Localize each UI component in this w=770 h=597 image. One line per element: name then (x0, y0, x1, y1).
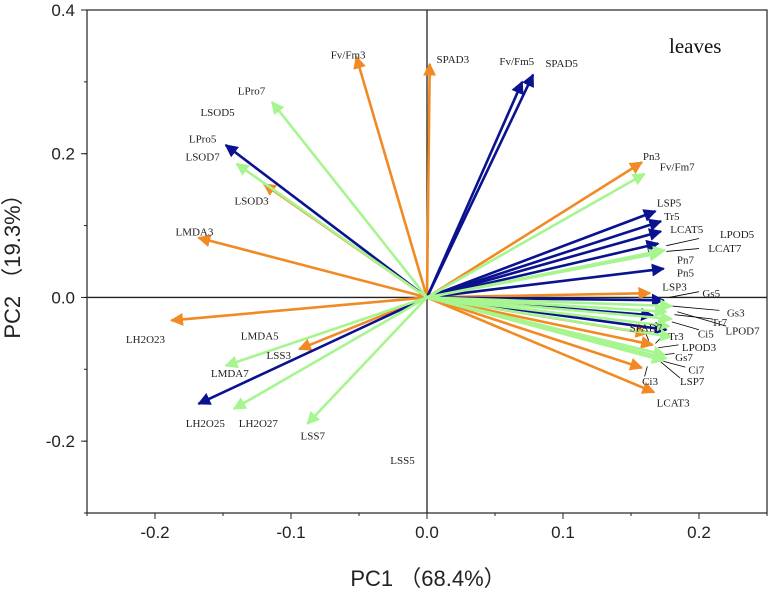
label-lpro5: LPro5 (189, 134, 217, 146)
label-lsp5: LSP5 (657, 198, 682, 210)
x-tick-label: -0.1 (276, 523, 305, 542)
label-gs7: Gs7 (675, 352, 693, 364)
vector-lmda7 (224, 296, 428, 369)
loading-vectors (170, 55, 674, 425)
label-lpod5: LPOD5 (720, 229, 755, 241)
vector-lmda3 (197, 234, 428, 299)
label-ci3: Ci3 (642, 376, 658, 388)
vector-lpro5 (224, 144, 428, 299)
y-tick-label: 0.2 (51, 145, 75, 164)
vector-spad3 (423, 62, 437, 298)
callout-line-2 (669, 291, 700, 298)
label-lsod3: LSOD3 (234, 195, 269, 207)
vector-spad5 (425, 73, 535, 298)
label-lpro7: LPro7 (238, 85, 266, 97)
vector-fv-fm3 (353, 55, 429, 298)
axis-ticks: -0.2 -0.1 0.0 0.1 0.2 -0.2 0.0 0.2 0.4 (46, 1, 768, 542)
vector-tr5 (426, 218, 663, 299)
vector-lpro7 (270, 100, 429, 299)
label-pn3: Pn3 (643, 151, 661, 163)
label-pn5: Pn5 (677, 267, 695, 279)
label-fv-fm5: Fv/Fm5 (499, 56, 534, 68)
vector-pn5 (426, 263, 665, 299)
label-gs3: Gs3 (727, 308, 745, 320)
label-fv-fm3: Fv/Fm3 (331, 50, 366, 62)
panel-label: leaves (669, 34, 721, 58)
label-lpod7: LPOD7 (725, 325, 760, 337)
x-tick-label: 0.0 (415, 523, 439, 542)
y-tick-label: -0.2 (46, 432, 75, 451)
series-day7 (224, 100, 674, 425)
vector-fv-fm7 (426, 172, 646, 299)
callout-line-3 (671, 305, 720, 311)
callout-line-1 (666, 248, 700, 252)
vector-lcat3 (426, 296, 656, 394)
x-tick-label: -0.2 (140, 523, 169, 542)
vector-lh2o25 (197, 296, 428, 405)
x-axis-title: PC1 （68.4%） (350, 566, 505, 591)
label-lcat5: LCAT5 (670, 224, 704, 236)
vector-gs3 (426, 296, 674, 313)
label-pn7: Pn7 (677, 254, 695, 266)
callout-line-13 (660, 361, 681, 379)
y-tick-label: 0.0 (51, 288, 75, 307)
label-lcat3: LCAT3 (657, 397, 691, 409)
vector-lsod7 (235, 162, 428, 299)
label-lcat7: LCAT7 (708, 243, 742, 255)
label-spad5: SPAD5 (545, 58, 578, 70)
label-lmda5: LMDA5 (241, 331, 279, 343)
label-gs5: Gs5 (702, 288, 720, 300)
label-lmda7: LMDA7 (211, 368, 249, 380)
label-lmda3: LMDA3 (175, 226, 213, 238)
label-tr5: Tr5 (664, 211, 680, 223)
vector-lsp5 (426, 209, 657, 299)
label-ci7: Ci7 (688, 364, 704, 376)
vector-pn7 (426, 248, 663, 299)
vector-lcat5 (426, 228, 663, 299)
callout-line-9 (658, 344, 679, 349)
vector-ci5 (426, 296, 671, 332)
label-ci5: Ci5 (698, 328, 714, 340)
callout-line-12 (644, 366, 648, 377)
x-tick-label: 0.2 (687, 523, 711, 542)
label-lss5: LSS5 (390, 455, 415, 467)
label-lss7: LSS7 (301, 430, 326, 442)
vector-ci3 (426, 296, 644, 371)
label-lpod3: LPOD3 (682, 342, 717, 354)
vector-lh2o27 (232, 296, 428, 410)
callout-line-6 (677, 311, 727, 327)
label-fv-fm7: Fv/Fm7 (660, 162, 695, 174)
vector-lsp7 (426, 296, 668, 362)
label-lh2o27: LH2O27 (239, 418, 279, 430)
vector-lh2o23 (170, 296, 428, 326)
label-lsod5: LSOD5 (200, 107, 235, 119)
label-tr3: Tr3 (668, 331, 684, 343)
label-lh2o25: LH2O25 (186, 418, 226, 430)
y-tick-label: 0.4 (51, 1, 75, 20)
label-lsp7: LSP7 (680, 376, 705, 388)
y-axis-title: PC2 （19.3%） (0, 183, 25, 338)
x-tick-label: 0.1 (551, 523, 575, 542)
vector-spad7 (426, 296, 674, 342)
label-spad3: SPAD3 (437, 54, 470, 66)
callout-line-0 (666, 238, 700, 247)
label-spad7: SPAD7 (630, 323, 663, 335)
label-lsp3: LSP3 (662, 282, 687, 294)
vector-pn3 (426, 161, 643, 299)
label-lsod7: LSOD7 (185, 152, 220, 164)
callout-line-5 (671, 321, 700, 331)
label-lss3: LSS3 (267, 350, 292, 362)
vector-lss7 (306, 296, 428, 425)
label-lh2o23: LH2O23 (126, 334, 166, 346)
label-tr7: Tr7 (712, 317, 728, 329)
